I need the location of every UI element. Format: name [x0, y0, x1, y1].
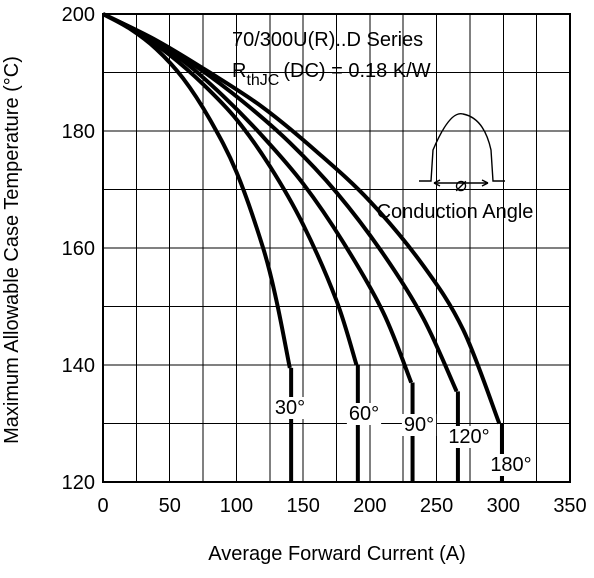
x-tick-label: 300: [487, 495, 520, 517]
y-tick-label: 140: [62, 355, 95, 377]
rth-subscript: thJC: [246, 72, 279, 89]
series-label-180deg: 180°: [490, 454, 531, 476]
series-label-background: [401, 414, 437, 436]
x-axis-label: Average Forward Current (A): [208, 543, 466, 565]
x-tick-label: 150: [286, 495, 319, 517]
series-curve-180deg: [102, 12, 502, 425]
thermal-resistance-annotation: RthJC (DC) = 0.18 K/W: [232, 60, 431, 89]
y-tick-label: 160: [62, 238, 95, 260]
series-label-120deg: 120°: [448, 426, 489, 448]
series-label-background: [272, 397, 308, 419]
y-tick-label: 200: [62, 4, 95, 26]
x-tick-label: 200: [353, 495, 386, 517]
y-tick-label: 180: [62, 121, 95, 143]
x-tick-label: 0: [97, 495, 108, 517]
series-label-background: [446, 426, 492, 448]
inset-caption: Conduction Angle: [377, 201, 534, 223]
x-tick-label: 50: [159, 495, 181, 517]
inset-arrowheads: [433, 179, 489, 187]
conduction-angle-inset: ⌀ Conduction Angle: [377, 112, 534, 223]
inset-waveform: [419, 112, 505, 182]
inset-angle-symbol: ⌀: [455, 174, 467, 196]
plot-frame: [102, 13, 571, 483]
series-label-60deg: 60°: [349, 403, 379, 425]
rth-value: (DC) = 0.18 K/W: [283, 60, 430, 82]
series-label-background: [346, 403, 382, 425]
series-label-30deg: 30°: [275, 397, 305, 419]
x-tick-label: 250: [420, 495, 453, 517]
rth-symbol: R: [232, 60, 246, 82]
grid: [103, 14, 570, 482]
tick-labels: 0 50 100 150 200 250 300 350 120 140 160 180 200: [62, 4, 587, 517]
x-tick-label: 350: [553, 495, 586, 517]
series-label-90deg: 90°: [404, 414, 434, 436]
series-title-annotation: 70/300U(R)..D Series: [232, 29, 423, 51]
y-tick-label: 120: [62, 472, 95, 494]
series-labels: 30° 60° 90° 120°180°: [272, 397, 534, 476]
y-axis-label: Maximum Allowable Case Temperature (°C): [1, 56, 23, 444]
series-label-background: [488, 454, 534, 476]
series-lines: [102, 12, 504, 482]
x-tick-label: 100: [220, 495, 253, 517]
